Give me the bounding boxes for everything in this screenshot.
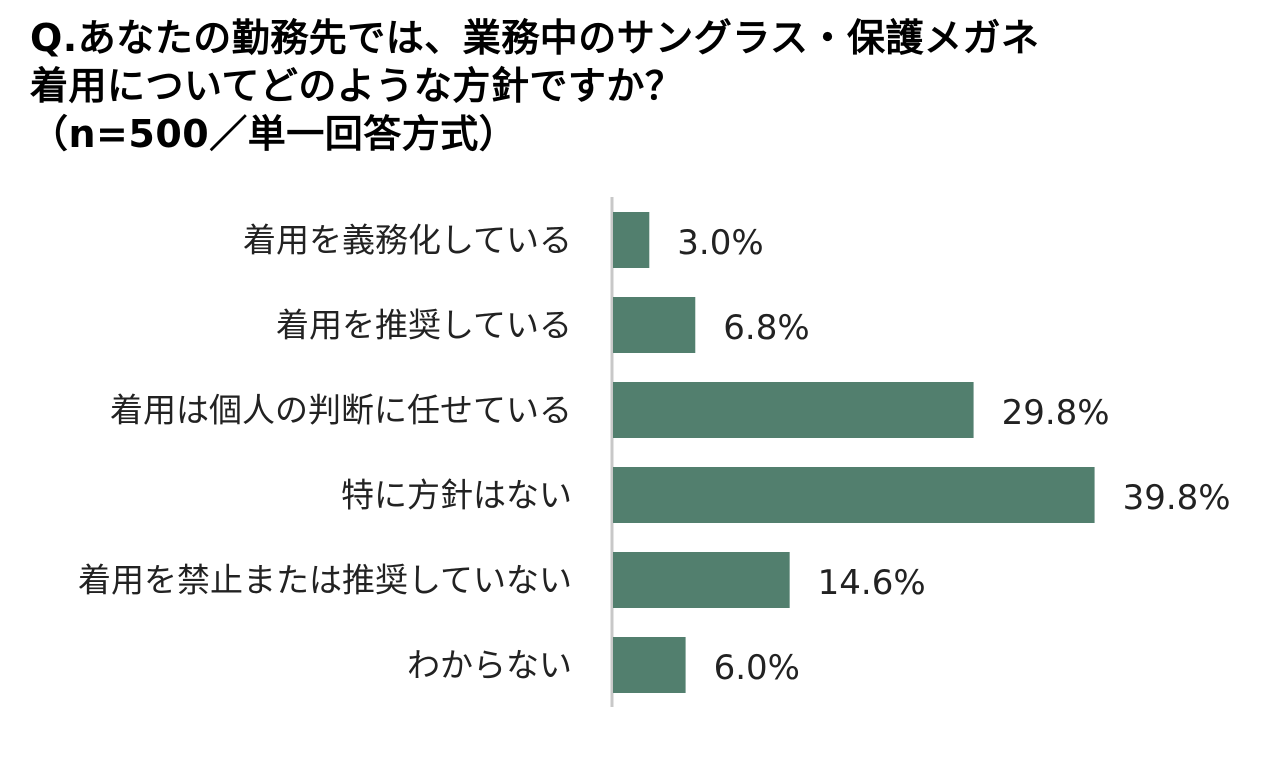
value-label-4: 14.6% bbox=[818, 563, 926, 603]
category-label-1: 着用を推奨している bbox=[276, 306, 572, 345]
chart-title-line-1: Q.あなたの勤務先では、業務中のサングラス・保護メガネ bbox=[30, 16, 1040, 60]
bar-4 bbox=[613, 552, 790, 608]
category-label-4: 着用を禁止または推奨していない bbox=[78, 561, 572, 600]
chart-title: Q.あなたの勤務先では、業務中のサングラス・保護メガネ 着用についてどのような方… bbox=[30, 14, 1260, 158]
bar-2 bbox=[613, 382, 974, 438]
chart-title-line-3: （n=500／単一回答方式） bbox=[30, 112, 518, 156]
value-label-2: 29.8% bbox=[1002, 393, 1110, 433]
category-label-5: わからない bbox=[407, 646, 572, 685]
category-label-2: 着用は個人の判断に任せている bbox=[110, 391, 572, 430]
category-label-3: 特に方針はない bbox=[341, 476, 572, 515]
chart-title-line-2: 着用についてどのような方針ですか？ bbox=[30, 64, 684, 108]
value-label-0: 3.0% bbox=[677, 223, 763, 263]
bar-5 bbox=[613, 637, 686, 693]
value-label-1: 6.8% bbox=[723, 308, 809, 348]
bar-0 bbox=[613, 212, 650, 268]
category-label-0: 着用を義務化している bbox=[243, 221, 572, 260]
value-label-3: 39.8% bbox=[1123, 478, 1231, 518]
value-label-5: 6.0% bbox=[714, 648, 800, 688]
bar-1 bbox=[613, 297, 696, 353]
bar-3 bbox=[613, 467, 1095, 523]
